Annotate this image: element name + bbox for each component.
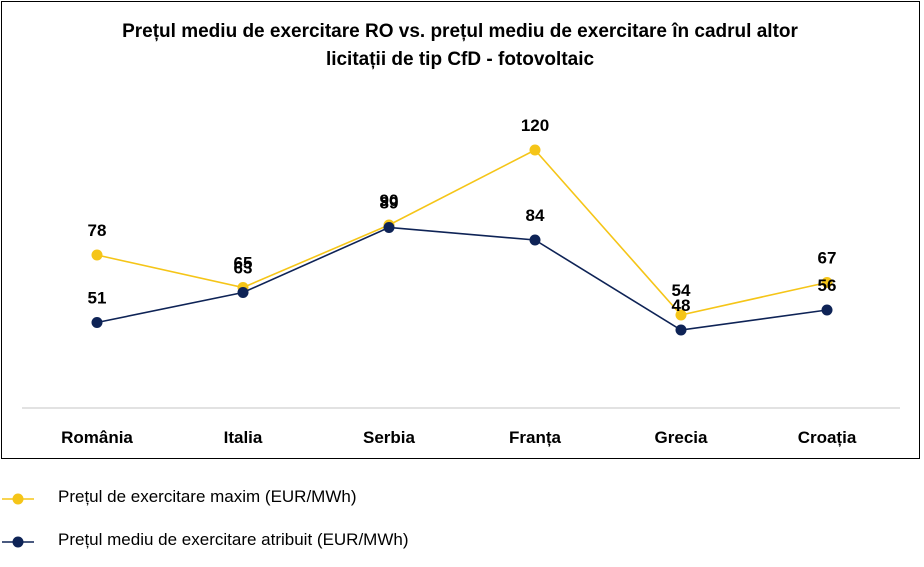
legend-marker-max	[2, 493, 34, 505]
data-label: 67	[818, 249, 837, 268]
data-point	[237, 287, 249, 298]
x-tick-label: Serbia	[363, 428, 416, 447]
chart-title-line1: Prețul mediu de exercitare RO vs. prețul…	[122, 21, 798, 42]
data-point	[675, 324, 687, 336]
data-label: 63	[234, 259, 253, 278]
legend-label-max: Prețul de exercitare maxim (EUR/MWh)	[58, 487, 357, 506]
data-label: 48	[672, 296, 691, 315]
data-point	[675, 309, 687, 321]
x-tick-label: România	[61, 428, 133, 447]
data-label: 90	[380, 191, 399, 210]
chart-area	[1, 1, 920, 459]
data-label: 78	[88, 221, 107, 240]
legend-marker-avg	[2, 536, 34, 548]
chart-title-line2: licitații de tip CfD - fotovoltaic	[325, 49, 595, 70]
x-tick-label: Italia	[224, 428, 263, 447]
x-tick-label: Franța	[509, 428, 562, 447]
data-point	[529, 144, 541, 156]
data-point	[91, 249, 103, 261]
data-point	[821, 277, 833, 288]
data-point	[91, 317, 103, 328]
data-label: 89	[380, 194, 399, 213]
legend-item-max: Prețul de exercitare maxim (EUR/MWh)	[0, 483, 600, 513]
data-point	[529, 234, 541, 246]
data-point	[383, 222, 395, 233]
data-label: 54	[672, 281, 691, 300]
data-point	[821, 304, 833, 316]
series-line-0	[96, 149, 828, 316]
legend-label-avg: Prețul mediu de exercitare atribuit (EUR…	[58, 530, 409, 549]
data-label: 56	[818, 276, 837, 295]
x-tick-label: Grecia	[655, 428, 708, 447]
data-label: 120	[521, 116, 549, 135]
legend-item-avg: Prețul mediu de exercitare atribuit (EUR…	[0, 526, 600, 556]
data-label: 51	[88, 289, 107, 308]
series-line-1	[96, 226, 828, 331]
x-tick-label: Croația	[798, 428, 857, 447]
data-label: 84	[526, 206, 545, 225]
data-label: 65	[234, 254, 253, 273]
